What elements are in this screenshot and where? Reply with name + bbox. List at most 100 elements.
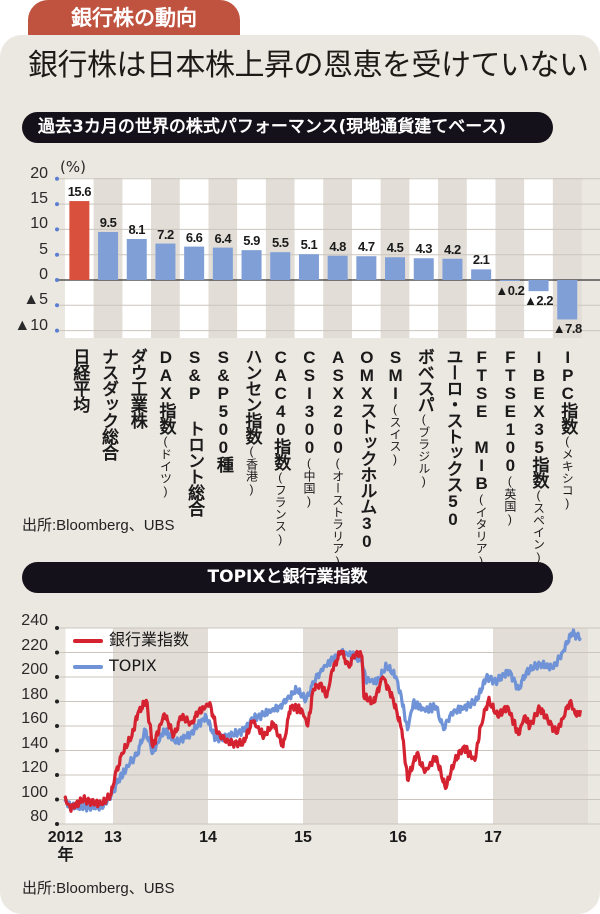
bar-value-label: 4.7	[358, 239, 375, 255]
x-tick-value: 13	[104, 829, 122, 846]
category-name: ダウ工業株	[127, 348, 147, 428]
legend-item-topix: TOPIX	[73, 657, 157, 675]
column-stripe	[409, 178, 439, 338]
column-stripe	[438, 178, 467, 338]
bar	[241, 250, 262, 280]
category-name: S&P トロント総合	[185, 348, 205, 516]
category-name: 日経平均	[70, 348, 90, 412]
category-subtitle: (イタリア)	[474, 492, 489, 568]
bank-index-series-line	[63, 649, 582, 813]
x-tick-value: 2012	[47, 829, 84, 846]
category-subtitle: (フランス)	[273, 470, 288, 546]
bar	[499, 280, 520, 282]
legend-swatch-topix	[73, 664, 103, 669]
y-tick-label: 240	[21, 612, 48, 629]
category-label: CAC40指数(フランス)	[266, 348, 294, 546]
legend-swatch-bank	[73, 638, 103, 643]
y-tick-label: 140	[21, 734, 48, 752]
x-tick-value: 17	[484, 829, 502, 846]
category-label: 日経平均	[65, 348, 93, 412]
bar-value-label: 4.2	[444, 241, 461, 257]
category-name: S&P500種	[213, 348, 233, 472]
bar-value-label: 4.3	[415, 241, 433, 257]
y-tick-label: 160	[21, 710, 48, 727]
bar-chart-title: 過去3カ月の世界の株式パフォーマンス(現地通貨建てベース)	[22, 112, 553, 143]
category-label: ユーロ・ストックス50	[438, 348, 466, 528]
category-label: ボベスパ(ブラジル)	[410, 348, 438, 488]
category-label: FTSE MIB(イタリア)	[467, 348, 495, 568]
tick-dot	[55, 202, 59, 207]
bar-value-label: ▲7.8	[552, 321, 582, 337]
category-subtitle: (ブラジル)	[416, 412, 431, 488]
headline: 銀行株は日本株上昇の恩恵を受けていない	[28, 48, 589, 83]
bar-value-label: 5.1	[300, 237, 318, 253]
bar-value-label: 4.5	[386, 240, 404, 256]
category-name: ハンセン指数	[242, 348, 262, 444]
column-stripe	[495, 178, 525, 338]
bar	[385, 257, 406, 280]
bar-value-label: 7.2	[157, 226, 174, 242]
y-tick-label: 100	[21, 783, 48, 801]
column-stripe	[524, 178, 553, 338]
tick-dot	[55, 822, 59, 826]
bar-value-label: 8.1	[128, 222, 146, 237]
x-tick-value: 14	[199, 829, 217, 846]
tick-dot	[55, 303, 59, 308]
bar	[528, 280, 549, 292]
bar-value-label: 5.9	[243, 233, 260, 249]
category-label: ASX200(オーストラリア)	[324, 348, 352, 568]
bar	[184, 246, 205, 280]
tick-dot	[55, 773, 59, 777]
bar-value-label: 6.4	[214, 230, 232, 246]
category-name: SMI	[386, 348, 406, 402]
category-label: FTSE100(英国)	[496, 348, 524, 526]
bar	[155, 243, 176, 280]
bar-chart-unit: (%)	[60, 158, 86, 176]
y-tick-label: 180	[21, 685, 48, 703]
bar-value-label: 15.6	[67, 184, 92, 200]
category-label: SMI(スイス)	[381, 348, 409, 466]
y-tick-label: 0	[39, 266, 48, 283]
tick-dot	[55, 328, 59, 333]
bar-value-label: 6.6	[185, 229, 203, 245]
y-tick-label: 200	[21, 661, 48, 678]
tick-dot	[55, 675, 59, 679]
category-name: ユーロ・ストックス50	[443, 348, 463, 528]
category-label: ナスダック総合	[94, 348, 122, 460]
y-tick-label: 220	[21, 636, 48, 654]
tick-dot	[55, 176, 59, 181]
line-chart-source: 出所:Bloomberg、UBS	[22, 880, 175, 897]
bar-value-label: ▲0.2	[495, 283, 525, 298]
tick-dot	[55, 748, 59, 753]
category-name: IPC指数	[558, 348, 578, 434]
bar-value-label: ▲2.2	[524, 293, 554, 309]
y-tick-label: 80	[30, 808, 48, 825]
tick-dot	[55, 699, 59, 704]
topix-series-line	[63, 628, 582, 813]
tick-dot	[55, 626, 59, 630]
category-subtitle: (オーストラリア)	[330, 456, 345, 568]
category-label: ダウ工業株	[123, 348, 151, 428]
tick-dot	[55, 278, 59, 282]
x-tick-label: 13	[104, 829, 122, 847]
x-tick-label: 15	[294, 829, 312, 847]
tick-dot	[55, 650, 59, 655]
category-label: S&P500種	[209, 348, 237, 472]
tick-dot	[55, 724, 59, 728]
bar-value-label: 4.8	[329, 238, 346, 254]
category-subtitle: (スイス)	[388, 402, 403, 466]
x-tick-label: 16	[389, 829, 407, 847]
y-tick-label: 10	[30, 215, 48, 233]
category-subtitle: (メキシコ)	[560, 434, 575, 510]
y-tick-label: 120	[21, 759, 48, 776]
category-label: S&P トロント総合	[180, 348, 208, 516]
column-stripe	[466, 178, 496, 338]
category-label: ハンセン指数(香港)	[238, 348, 266, 496]
y-tick-label: ▲5	[23, 291, 48, 309]
x-tick-unit: 年	[57, 847, 74, 864]
category-label: CSI300(中国)	[295, 348, 323, 508]
x-tick-label: 17	[484, 829, 502, 847]
bar	[442, 258, 463, 280]
bar	[471, 269, 492, 280]
